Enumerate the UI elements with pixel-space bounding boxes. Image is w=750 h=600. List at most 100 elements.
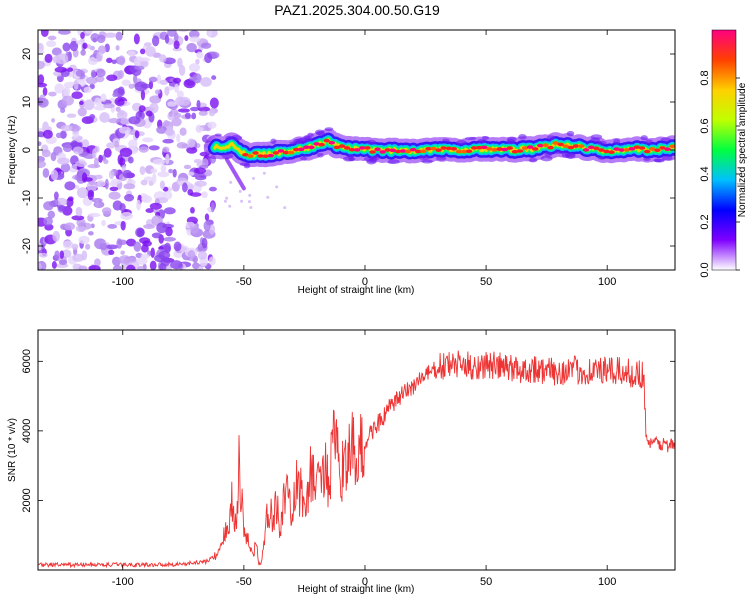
noise-blob: [195, 58, 200, 65]
noise-blob: [38, 242, 42, 251]
ridge-sidelobe: [544, 151, 553, 157]
colorbar-tick-label: 0.0: [699, 262, 711, 277]
ridge-sidelobe: [613, 138, 621, 145]
noise-blob: [123, 183, 136, 190]
noise-blob: [43, 216, 53, 226]
ridge-peak: [455, 149, 463, 154]
noise-blob: [115, 45, 120, 51]
noise-blob: [96, 51, 103, 62]
ridge-peak: [440, 146, 447, 150]
noise-blob: [189, 106, 200, 112]
colorbar-tick-label: 0.4: [699, 166, 711, 181]
noise-blob: [136, 257, 148, 265]
noise-blob: [148, 145, 160, 151]
noise-blob: [208, 256, 216, 266]
noise-blob: [108, 182, 118, 187]
ridge-peak: [572, 144, 580, 148]
noise-blob: [145, 46, 156, 57]
ridge-sidelobe: [366, 158, 377, 165]
noise-blob: [194, 167, 206, 174]
ridge-sidelobe: [643, 157, 651, 162]
noise-blob: [89, 113, 96, 120]
noise-blob: [174, 83, 180, 93]
ridge-sidelobe: [566, 130, 575, 137]
ridge-peak: [425, 146, 432, 151]
ridge-sidelobe: [243, 163, 251, 169]
noise-blob: [60, 162, 71, 173]
ridge-sidelobe: [477, 138, 487, 144]
noise-blob: [95, 68, 106, 78]
y-tick-label: 2000: [21, 488, 33, 512]
noise-blob: [200, 42, 212, 49]
noise-blob: [60, 124, 73, 132]
ridge-peak: [552, 141, 559, 145]
noise-blob: [200, 76, 212, 87]
noise-blob: [173, 241, 182, 252]
noise-blob: [38, 131, 45, 138]
noise-blob: [283, 206, 287, 210]
noise-blob: [114, 140, 120, 148]
ridge-sidelobe: [317, 152, 324, 158]
ridge-peak: [450, 146, 458, 151]
noise-blob: [159, 54, 167, 63]
noise-blob: [138, 105, 146, 113]
noise-blob: [76, 40, 84, 45]
noise-blob: [117, 154, 123, 166]
noise-blob: [71, 91, 83, 100]
colorbar-label: Normalized spectral amplitude: [737, 82, 748, 217]
noise-blob: [57, 157, 70, 165]
noise-blob: [54, 83, 65, 94]
noise-blob: [69, 124, 81, 132]
noise-blob: [149, 95, 162, 104]
x-tick-label: 100: [598, 276, 616, 288]
noise-blob: [38, 60, 45, 70]
noise-blob: [60, 107, 66, 114]
noise-blob: [38, 74, 45, 85]
noise-blob: [77, 107, 87, 117]
ridge-peak: [282, 150, 290, 155]
noise-blob: [118, 255, 131, 264]
noise-blob: [170, 260, 183, 270]
y-tick-label: 0: [21, 147, 33, 153]
noise-blob: [45, 40, 57, 48]
noise-blob: [145, 110, 153, 117]
noise-blob: [248, 193, 252, 197]
snr-y-ticks: 2000 4000 6000: [21, 349, 675, 513]
noise-blob: [190, 224, 199, 234]
ridge-sidelobe: [348, 157, 356, 162]
noise-blob: [47, 35, 57, 41]
noise-blob: [84, 30, 94, 34]
noise-blob: [80, 49, 86, 56]
noise-blob: [140, 179, 148, 186]
noise-blob: [189, 76, 198, 81]
noise-blob: [138, 146, 149, 153]
noise-blob: [164, 86, 170, 96]
noise-blob: [164, 128, 175, 136]
noise-blob: [172, 77, 182, 84]
noise-blob: [88, 212, 101, 218]
noise-blob: [191, 112, 197, 120]
snr-plot-area: [38, 330, 675, 570]
snr-plot-clip: [38, 350, 675, 569]
noise-blob: [262, 171, 266, 175]
ridge-sidelobe: [300, 156, 308, 161]
ridge-peak: [501, 147, 508, 152]
noise-blob: [55, 132, 62, 139]
noise-blob: [189, 36, 201, 43]
noise-blob: [101, 219, 106, 227]
noise-blob: [167, 101, 177, 107]
ridge-sidelobe: [645, 139, 653, 145]
noise-blob: [204, 52, 213, 64]
ridge-peak: [587, 145, 595, 150]
noise-blob: [99, 242, 108, 251]
ridge-peak: [338, 144, 346, 148]
snr-x-ticks: -100 -50 0 50 100: [112, 330, 616, 588]
ridge-sidelobe: [304, 136, 313, 143]
noise-blob: [43, 201, 54, 211]
ridge-sidelobe: [221, 153, 234, 159]
noise-blob: [139, 165, 146, 175]
x-tick-label: 100: [598, 576, 616, 588]
noise-blob: [78, 235, 90, 245]
x-tick-label: -50: [236, 276, 252, 288]
